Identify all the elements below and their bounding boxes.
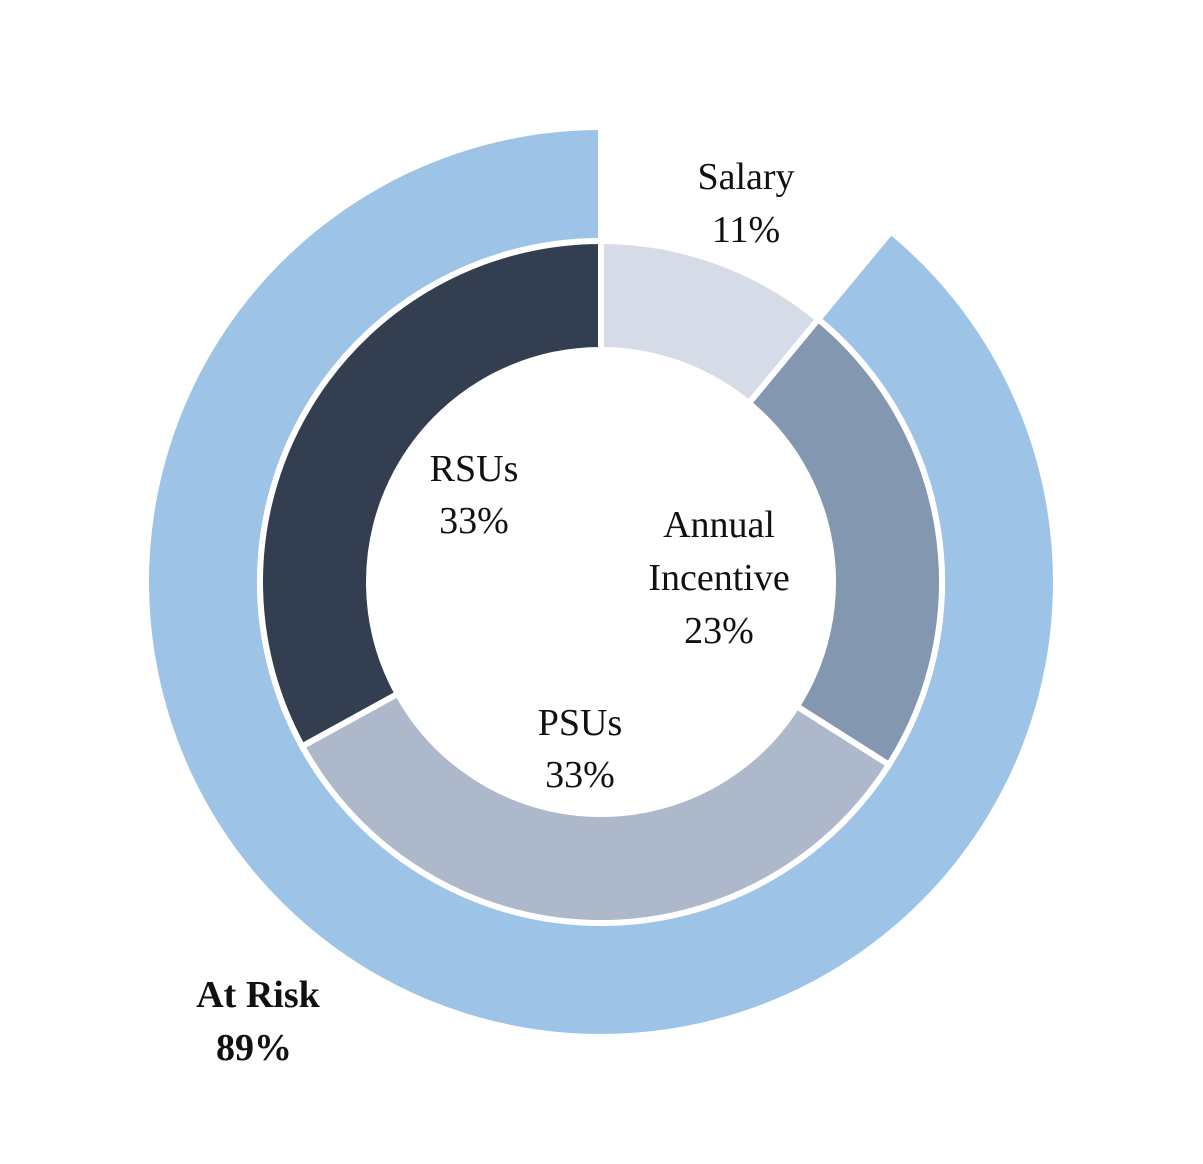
salary-label: Salary xyxy=(697,156,794,198)
at-risk-pct: 89% xyxy=(216,1027,292,1069)
psus-label: PSUs xyxy=(538,702,623,744)
annual-incentive-label-line2: Incentive xyxy=(648,557,789,599)
inner-ring xyxy=(257,237,945,926)
rsus-label: RSUs xyxy=(430,448,519,490)
label-at-risk: At Risk 89% xyxy=(196,974,320,1069)
label-rsus: RSUs 33% xyxy=(430,448,519,542)
label-salary: Salary 11% xyxy=(697,156,794,251)
annual-incentive-pct: 23% xyxy=(684,610,754,652)
label-psus: PSUs 33% xyxy=(538,702,623,796)
psus-pct: 33% xyxy=(545,754,615,796)
rsus-pct: 33% xyxy=(439,500,509,542)
slice-psus xyxy=(298,689,894,926)
annual-incentive-label-line1: Annual xyxy=(663,504,775,546)
slice-annual-incentive xyxy=(744,315,945,769)
slice-rsus xyxy=(257,237,604,751)
salary-pct: 11% xyxy=(712,209,780,251)
label-annual-incentive: Annual Incentive 23% xyxy=(648,504,789,652)
at-risk-label: At Risk xyxy=(196,974,320,1016)
